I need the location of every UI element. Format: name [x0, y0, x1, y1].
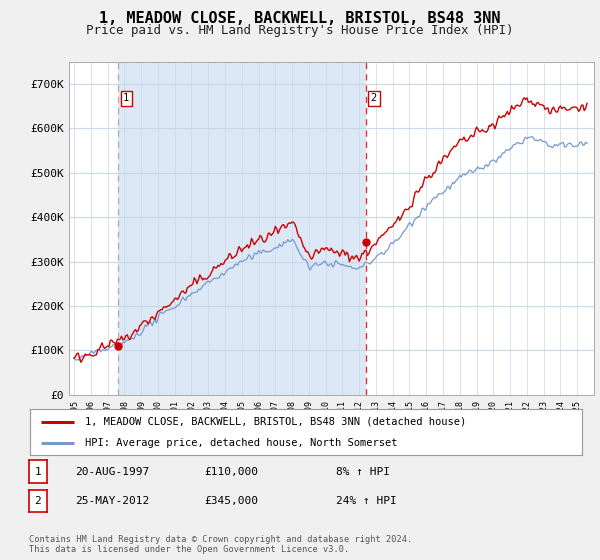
Text: £345,000: £345,000 [204, 496, 258, 506]
Text: Price paid vs. HM Land Registry's House Price Index (HPI): Price paid vs. HM Land Registry's House … [86, 24, 514, 36]
Text: 25-MAY-2012: 25-MAY-2012 [75, 496, 149, 506]
Text: Contains HM Land Registry data © Crown copyright and database right 2024.
This d: Contains HM Land Registry data © Crown c… [29, 535, 412, 554]
Text: £110,000: £110,000 [204, 466, 258, 477]
Text: 1, MEADOW CLOSE, BACKWELL, BRISTOL, BS48 3NN (detached house): 1, MEADOW CLOSE, BACKWELL, BRISTOL, BS48… [85, 417, 466, 427]
Text: 1: 1 [123, 94, 130, 103]
Text: 24% ↑ HPI: 24% ↑ HPI [336, 496, 397, 506]
Text: 2: 2 [34, 496, 41, 506]
Text: 8% ↑ HPI: 8% ↑ HPI [336, 466, 390, 477]
Text: 2: 2 [371, 94, 377, 103]
Text: 20-AUG-1997: 20-AUG-1997 [75, 466, 149, 477]
Text: 1: 1 [34, 466, 41, 477]
Text: 1, MEADOW CLOSE, BACKWELL, BRISTOL, BS48 3NN: 1, MEADOW CLOSE, BACKWELL, BRISTOL, BS48… [99, 11, 501, 26]
Bar [118, 62, 366, 395]
Text: HPI: Average price, detached house, North Somerset: HPI: Average price, detached house, Nort… [85, 438, 398, 448]
